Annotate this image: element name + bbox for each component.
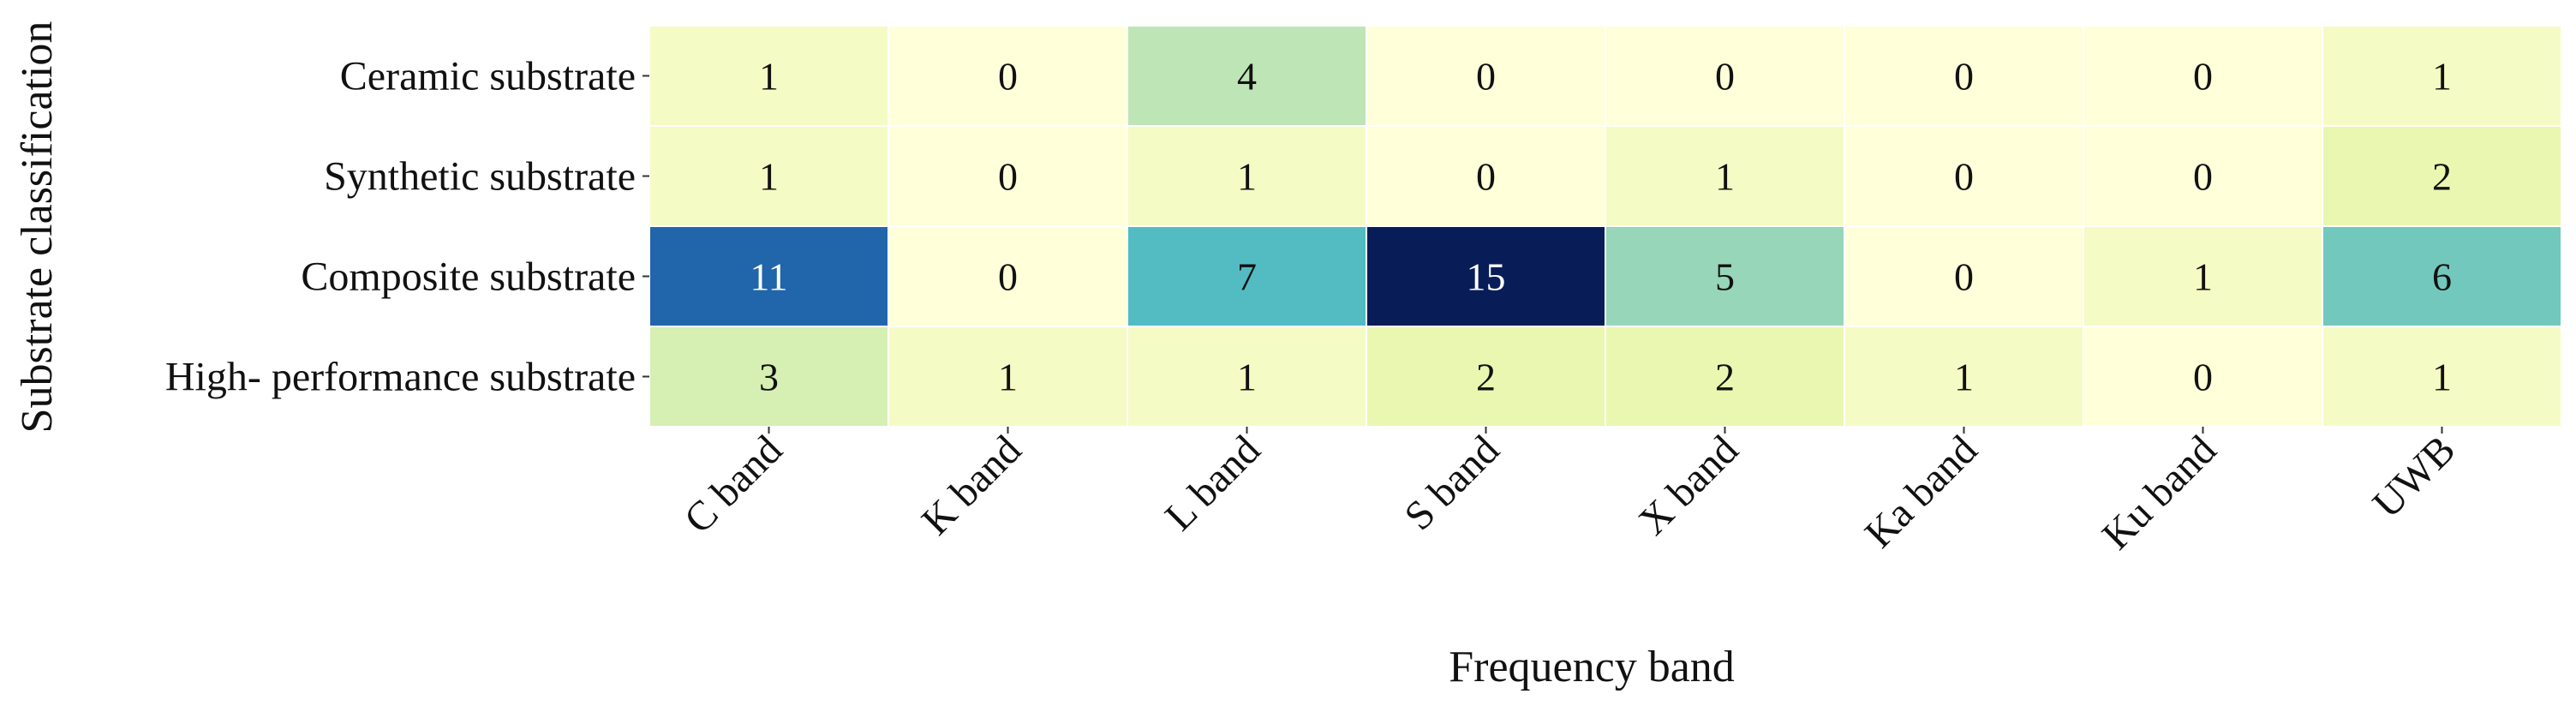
cell-value-label: 1 [2193, 255, 2213, 299]
x-axis-ticks: C band K band L band S band X band Ka band Ku … [676, 427, 2465, 559]
x-axis-title: Frequency band [1449, 643, 1735, 691]
cell-value-label: 0 [1476, 55, 1496, 99]
heatmap-cell [1366, 326, 1606, 428]
heatmap-cell [1844, 225, 2084, 327]
y-tick-label: High- performance substrate [165, 355, 636, 400]
heatmap-cell [648, 225, 889, 327]
cell-value-label: 0 [2193, 155, 2213, 199]
y-tick-label: Ceramic substrate [340, 54, 636, 99]
cell-value-label: 2 [1476, 356, 1496, 399]
heatmap-cell [1844, 25, 2084, 127]
cell-value-label: 0 [1476, 155, 1496, 199]
cell-value-label: 1 [2432, 356, 2452, 399]
x-tick-label: UWB [2364, 427, 2465, 527]
heatmap-cell [1366, 225, 1606, 327]
cell-value-label: 4 [1237, 55, 1257, 99]
cell-value-label: 1 [759, 55, 779, 99]
y-axis-ticks: Ceramic substrate Synthetic substrate Comp… [165, 54, 649, 400]
cell-value-label: 15 [1467, 255, 1506, 299]
x-tick-label: L band [1157, 427, 1269, 539]
heatmap-cell [2083, 225, 2323, 327]
heatmap-cell [2083, 326, 2323, 428]
cell-value-label: 0 [1954, 155, 1974, 199]
cell-value-label: 0 [2193, 356, 2213, 399]
x-tick-label: Ku band [2094, 427, 2225, 558]
cell-value-label: 0 [1954, 255, 1974, 299]
heatmap-cell [1127, 225, 1367, 327]
x-tick-label: Ka band [1856, 427, 1987, 557]
y-tick-label: Synthetic substrate [324, 154, 636, 200]
heatmap-cell [1127, 25, 1367, 127]
heatmap-cell [1605, 225, 1845, 327]
y-axis-title: Substrate classification [13, 21, 62, 434]
heatmap-cell [888, 25, 1128, 127]
heatmap-cell [1127, 326, 1367, 428]
heatmap-cell [1605, 326, 1845, 428]
x-tick-label: X band [1630, 427, 1747, 543]
x-tick-label: C band [676, 427, 792, 542]
cell-value-label: 1 [1237, 155, 1257, 199]
cell-value-label: 1 [2432, 55, 2452, 99]
cell-value-label: 1 [1237, 356, 1257, 399]
cell-value-label: 3 [759, 356, 779, 399]
x-tick-label: K band [913, 427, 1030, 543]
heatmap-cell [648, 25, 889, 127]
cell-value-label: 1 [1715, 155, 1735, 199]
cell-value-label: 0 [2193, 55, 2213, 99]
cell-value-label: 0 [998, 155, 1018, 199]
heatmap-cells: 1 0 4 0 0 0 0 11 0 1 0 1 0 0 211 0 7 15 5 0 1 63 1 1 2 2 1 0 1 [648, 25, 2562, 428]
heatmap-cell [2322, 25, 2562, 127]
x-tick-label: S band [1396, 427, 1508, 539]
heatmap-cell [1366, 25, 1606, 127]
cell-value-label: 11 [750, 255, 787, 299]
cell-value-label: 5 [1715, 255, 1735, 299]
cell-value-label: 6 [2432, 255, 2452, 299]
cell-value-label: 7 [1237, 255, 1257, 299]
cell-value-label: 0 [1715, 55, 1735, 99]
cell-value-label: 1 [1954, 356, 1974, 399]
cell-value-label: 1 [759, 155, 779, 199]
heatmap-cell [888, 125, 1128, 227]
heatmap-cell [2322, 225, 2562, 327]
cell-value-label: 0 [1954, 55, 1974, 99]
y-tick-label: Composite substrate [301, 254, 636, 300]
heatmap-cell [1605, 125, 1845, 227]
heatmap-cell [1844, 125, 2084, 227]
heatmap-cell [1605, 25, 1845, 127]
cell-value-label: 0 [998, 55, 1018, 99]
heatmap-cell [1366, 125, 1606, 227]
cell-value-label: 2 [2432, 155, 2452, 199]
cell-value-label: 2 [1715, 356, 1735, 399]
heatmap-cell [648, 326, 889, 428]
cell-value-label: 1 [998, 356, 1018, 399]
cell-value-label: 0 [998, 255, 1018, 299]
heatmap-cell [2322, 125, 2562, 227]
heatmap-cell [888, 225, 1128, 327]
